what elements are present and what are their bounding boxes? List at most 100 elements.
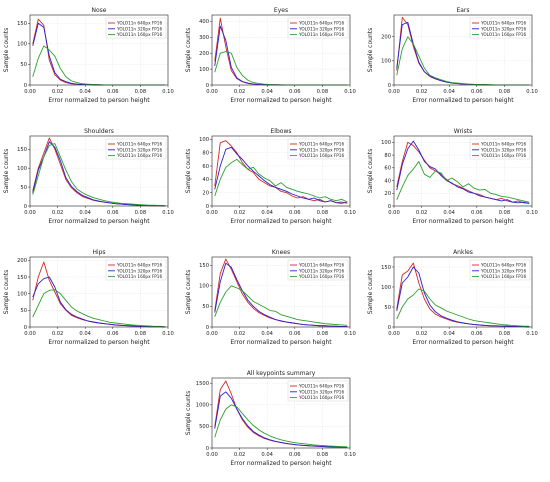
- y-tick-label: 100: [199, 284, 209, 290]
- x-tick-label: 0.04: [443, 89, 455, 95]
- plot-frame: [393, 256, 533, 328]
- y-tick-label: 50: [202, 304, 209, 310]
- y-tick-label: 500: [199, 424, 209, 430]
- y-tick-label: 150: [17, 275, 27, 281]
- chart-title: Wrists: [454, 128, 472, 135]
- x-tick-label: 0.04: [261, 89, 273, 95]
- y-axis-label: Sample counts: [185, 270, 192, 314]
- x-tick-label: 0.00: [206, 210, 218, 216]
- plot-frame: [211, 14, 351, 86]
- y-tick-label: 100: [17, 166, 27, 172]
- series-line-320: [214, 391, 348, 448]
- x-axis-label: Error normalized to person height: [230, 460, 332, 467]
- y-axis-label: Sample counts: [185, 28, 192, 72]
- legend-label: YOLO11n 320px FP16: [116, 147, 162, 152]
- legend-box: [105, 17, 167, 39]
- series-line-160: [214, 404, 348, 448]
- legend-label: YOLO11n 160px FP16: [480, 32, 526, 37]
- x-tick-label: 0.04: [443, 210, 455, 216]
- x-tick-label: 0.00: [206, 89, 218, 95]
- x-tick-label: 0.02: [416, 331, 428, 337]
- series-line-320: [396, 266, 530, 328]
- x-axis-label: Error normalized to person height: [230, 218, 332, 225]
- chart-title: Elbows: [271, 128, 292, 135]
- chart-1: 0.00 0.02 0.04 0.06 0.08 0.10 0 100 200 300 400 Eye…: [185, 7, 356, 104]
- y-tick-label: 80: [384, 153, 391, 159]
- legend-label: YOLO11n 640px FP16: [480, 21, 526, 26]
- plot-frame: [29, 135, 169, 207]
- plot-frame: [29, 256, 169, 328]
- x-tick-label: 0.06: [289, 89, 301, 95]
- y-axis-label: Sample counts: [3, 28, 10, 72]
- x-tick-label: 0.08: [135, 89, 147, 95]
- y-tick-label: 0: [206, 204, 209, 210]
- legend-label: YOLO11n 160px FP16: [480, 153, 526, 158]
- x-tick-label: 0.06: [471, 210, 483, 216]
- legend-label: YOLO11n 640px FP16: [298, 21, 344, 26]
- x-axis-label: Error normalized to person height: [412, 97, 514, 104]
- legend-label: YOLO11n 160px FP16: [116, 153, 162, 158]
- y-tick-label: 40: [384, 178, 391, 184]
- plot-frame: [211, 135, 351, 207]
- series-line-160: [214, 158, 348, 203]
- chart-2: 0.00 0.02 0.04 0.06 0.08 0.10 0 100 200 Ears Error…: [367, 7, 538, 104]
- x-tick-label: 0.06: [471, 331, 483, 337]
- x-tick-label: 0.08: [135, 331, 147, 337]
- x-axis-label: Error normalized to person height: [48, 97, 150, 104]
- y-axis-label: Sample counts: [185, 149, 192, 193]
- y-tick-label: 20: [202, 190, 209, 196]
- legend-label: YOLO11n 640px FP16: [298, 263, 344, 268]
- x-tick-label: 0.10: [344, 331, 356, 337]
- y-tick-label: 0: [206, 446, 209, 452]
- legend-label: YOLO11n 320px FP16: [298, 268, 344, 273]
- x-axis-label: Error normalized to person height: [412, 218, 514, 225]
- series-line-160: [396, 288, 530, 327]
- x-tick-label: 0.08: [135, 210, 147, 216]
- y-tick-label: 0: [388, 83, 391, 89]
- y-tick-label: 20: [384, 191, 391, 197]
- legend-label: YOLO11n 320px FP16: [116, 26, 162, 31]
- x-tick-label: 0.02: [52, 210, 64, 216]
- y-tick-label: 1500: [196, 381, 209, 387]
- legend-label: YOLO11n 160px FP16: [298, 32, 344, 37]
- series-line-640: [396, 141, 530, 204]
- y-tick-label: 50: [20, 62, 27, 68]
- plot-frame: [211, 256, 351, 328]
- series-line-160: [214, 51, 348, 86]
- x-tick-label: 0.04: [79, 210, 91, 216]
- x-axis-label: Error normalized to person height: [412, 339, 514, 346]
- y-tick-label: 150: [17, 147, 27, 153]
- chart-title: Eyes: [274, 7, 288, 14]
- x-tick-label: 0.04: [261, 331, 273, 337]
- series-line-160: [32, 289, 166, 328]
- x-tick-label: 0.10: [162, 89, 174, 95]
- series-line-160: [214, 285, 348, 326]
- series-line-160: [396, 160, 530, 203]
- y-tick-label: 0: [388, 204, 391, 210]
- legend-label: YOLO11n 640px FP16: [298, 142, 344, 147]
- x-tick-label: 0.10: [162, 331, 174, 337]
- legend-label: YOLO11n 320px FP16: [480, 26, 526, 31]
- plot-frame: [211, 377, 351, 449]
- chart-title: All keypoints summary: [247, 370, 316, 377]
- y-tick-label: 300: [199, 35, 209, 41]
- y-axis-label: Sample counts: [185, 391, 192, 435]
- y-tick-label: 100: [17, 42, 27, 48]
- legend-label: YOLO11n 640px FP16: [298, 384, 344, 389]
- legend-label: YOLO11n 320px FP16: [298, 147, 344, 152]
- legend-label: YOLO11n 320px FP16: [298, 389, 344, 394]
- x-tick-label: 0.00: [206, 331, 218, 337]
- y-axis-label: Sample counts: [367, 28, 374, 72]
- x-tick-label: 0.08: [317, 89, 329, 95]
- x-tick-label: 0.02: [416, 210, 428, 216]
- y-tick-label: 200: [381, 35, 391, 41]
- series-line-160: [32, 143, 166, 207]
- y-tick-label: 100: [17, 291, 27, 297]
- x-tick-label: 0.08: [499, 331, 511, 337]
- y-tick-label: 0: [24, 204, 27, 210]
- series-line-320: [214, 146, 348, 204]
- x-tick-label: 0.00: [388, 210, 400, 216]
- chart-6: 0.00 0.02 0.04 0.06 0.08 0.10 0 50 100 150 200 Hips…: [3, 249, 174, 346]
- x-axis-label: Error normalized to person height: [48, 339, 150, 346]
- x-tick-label: 0.10: [526, 331, 538, 337]
